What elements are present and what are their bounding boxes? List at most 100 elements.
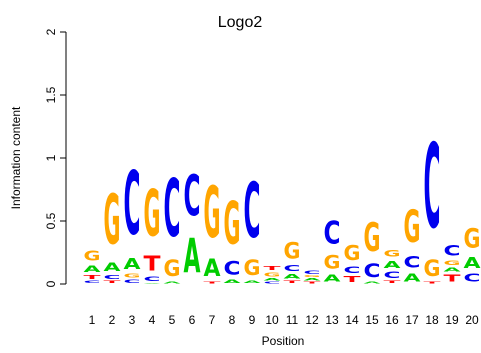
y-tick-label: 1.5: [44, 86, 58, 103]
logo-letter-C: C: [404, 252, 421, 271]
logo-letter-A: A: [304, 278, 322, 282]
x-tick-label: 18: [425, 313, 439, 327]
x-tick-label: 14: [345, 313, 359, 327]
logo-column: TAG: [204, 173, 221, 284]
logo-letter-A: A: [464, 255, 481, 272]
logo-letter-T: T: [144, 252, 161, 275]
logo-letter-A: A: [184, 229, 201, 284]
logo-letter-G: G: [304, 275, 321, 277]
logo-letter-C: C: [444, 242, 461, 259]
logo-column: AGC: [324, 215, 342, 284]
logo-letter-G: G: [224, 190, 241, 258]
logo-letter-G: G: [144, 176, 161, 251]
logo-letter-T: T: [344, 276, 362, 285]
x-tick-label: 6: [189, 313, 196, 327]
logo-letter-A: A: [124, 256, 141, 273]
logo-letter-A: A: [384, 259, 402, 270]
chart-title: Logo2: [218, 14, 263, 31]
logo-letter-C: C: [384, 271, 401, 281]
logo-letter-T: T: [84, 274, 102, 280]
logo-letter-G: G: [344, 241, 361, 265]
y-axis-label: Information content: [9, 106, 23, 209]
logo-letter-A: A: [284, 273, 302, 281]
x-tick-label: 20: [465, 313, 479, 327]
logo-column: ACG: [404, 202, 422, 284]
logo-letter-C: C: [124, 279, 141, 284]
logo-letter-A: A: [104, 261, 121, 274]
x-tick-label: 19: [445, 313, 459, 327]
logo-letter-T: T: [204, 282, 221, 284]
logo-letter-G: G: [164, 256, 181, 282]
logo-letter-A: A: [164, 282, 181, 284]
logo-letter-C: C: [144, 275, 161, 283]
y-tick-label: 2: [44, 28, 58, 35]
logo-letter-A: A: [84, 264, 101, 274]
logo-letter-G: G: [244, 255, 261, 280]
logo-letter-T: T: [444, 273, 461, 284]
x-axis: 1 2 3 4 5 6 7 8 9 10 11 12 13 14 15 16 17 18 19 20: [89, 313, 479, 327]
x-tick-label: 10: [265, 313, 279, 327]
x-tick-label: 17: [405, 313, 419, 327]
logo-letter-A: A: [324, 273, 342, 284]
logo-letter-C: C: [464, 272, 481, 285]
logo-letter-G: G: [124, 273, 141, 279]
y-tick-label: 0.5: [44, 212, 58, 229]
logo-column: AGC: [244, 168, 262, 284]
logo-letter-C: C: [164, 163, 181, 255]
logo-column: ACG: [364, 216, 381, 284]
logo-column: TGC: [424, 119, 441, 284]
logo-column: TCG: [344, 241, 362, 284]
x-tick-label: 4: [149, 313, 156, 327]
logo-letter-A: A: [264, 278, 282, 282]
logo-letter-C: C: [84, 280, 101, 284]
logo-letter-A: A: [204, 255, 221, 282]
logo-letter-C: C: [264, 282, 281, 284]
x-tick-label: 5: [169, 313, 176, 327]
x-tick-label: 12: [305, 313, 319, 327]
logo-letter-A: A: [144, 283, 161, 284]
logo-letter-G: G: [364, 216, 381, 261]
logo-letter-A: A: [364, 282, 381, 284]
logo-letter-G: G: [204, 173, 221, 254]
logo-letter-C: C: [324, 215, 341, 251]
x-tick-label: 3: [129, 313, 136, 327]
x-tick-label: 8: [229, 313, 236, 327]
logo-letter-T: T: [104, 280, 122, 284]
logo-letter-C: C: [104, 274, 121, 280]
logo-column: AGC: [164, 163, 181, 284]
logo-letter-G: G: [284, 239, 301, 265]
logo-letter-A: A: [404, 272, 422, 284]
x-tick-label: 7: [209, 313, 216, 327]
logo-letter-T: T: [264, 265, 282, 271]
y-tick-label: 0: [44, 280, 58, 287]
y-tick-label: 1: [44, 154, 58, 161]
x-tick-label: 9: [249, 313, 256, 327]
y-axis: 0 0.5 1 1.5 2: [44, 28, 67, 287]
logo-letter-C: C: [304, 270, 321, 275]
logo-letter-C: C: [124, 155, 141, 256]
logo-letter-T: T: [424, 282, 441, 284]
x-tick-label: 16: [385, 313, 399, 327]
x-tick-label: 1: [89, 313, 96, 327]
logo-letter-G: G: [324, 251, 341, 273]
logo-letter-G: G: [264, 271, 281, 277]
x-tick-label: 13: [325, 313, 339, 327]
logo-letter-G: G: [444, 259, 461, 267]
logo-letter-G: G: [84, 250, 101, 265]
logo-letter-T: T: [384, 280, 402, 284]
logo-column: CAG: [464, 223, 481, 285]
logo-letter-C: C: [224, 258, 241, 279]
x-tick-label: 15: [365, 313, 379, 327]
logo-letter-G: G: [404, 202, 421, 253]
logo-letter-C: C: [244, 168, 261, 256]
logo-letter-C: C: [424, 119, 441, 255]
logo-column: AC: [184, 164, 201, 284]
